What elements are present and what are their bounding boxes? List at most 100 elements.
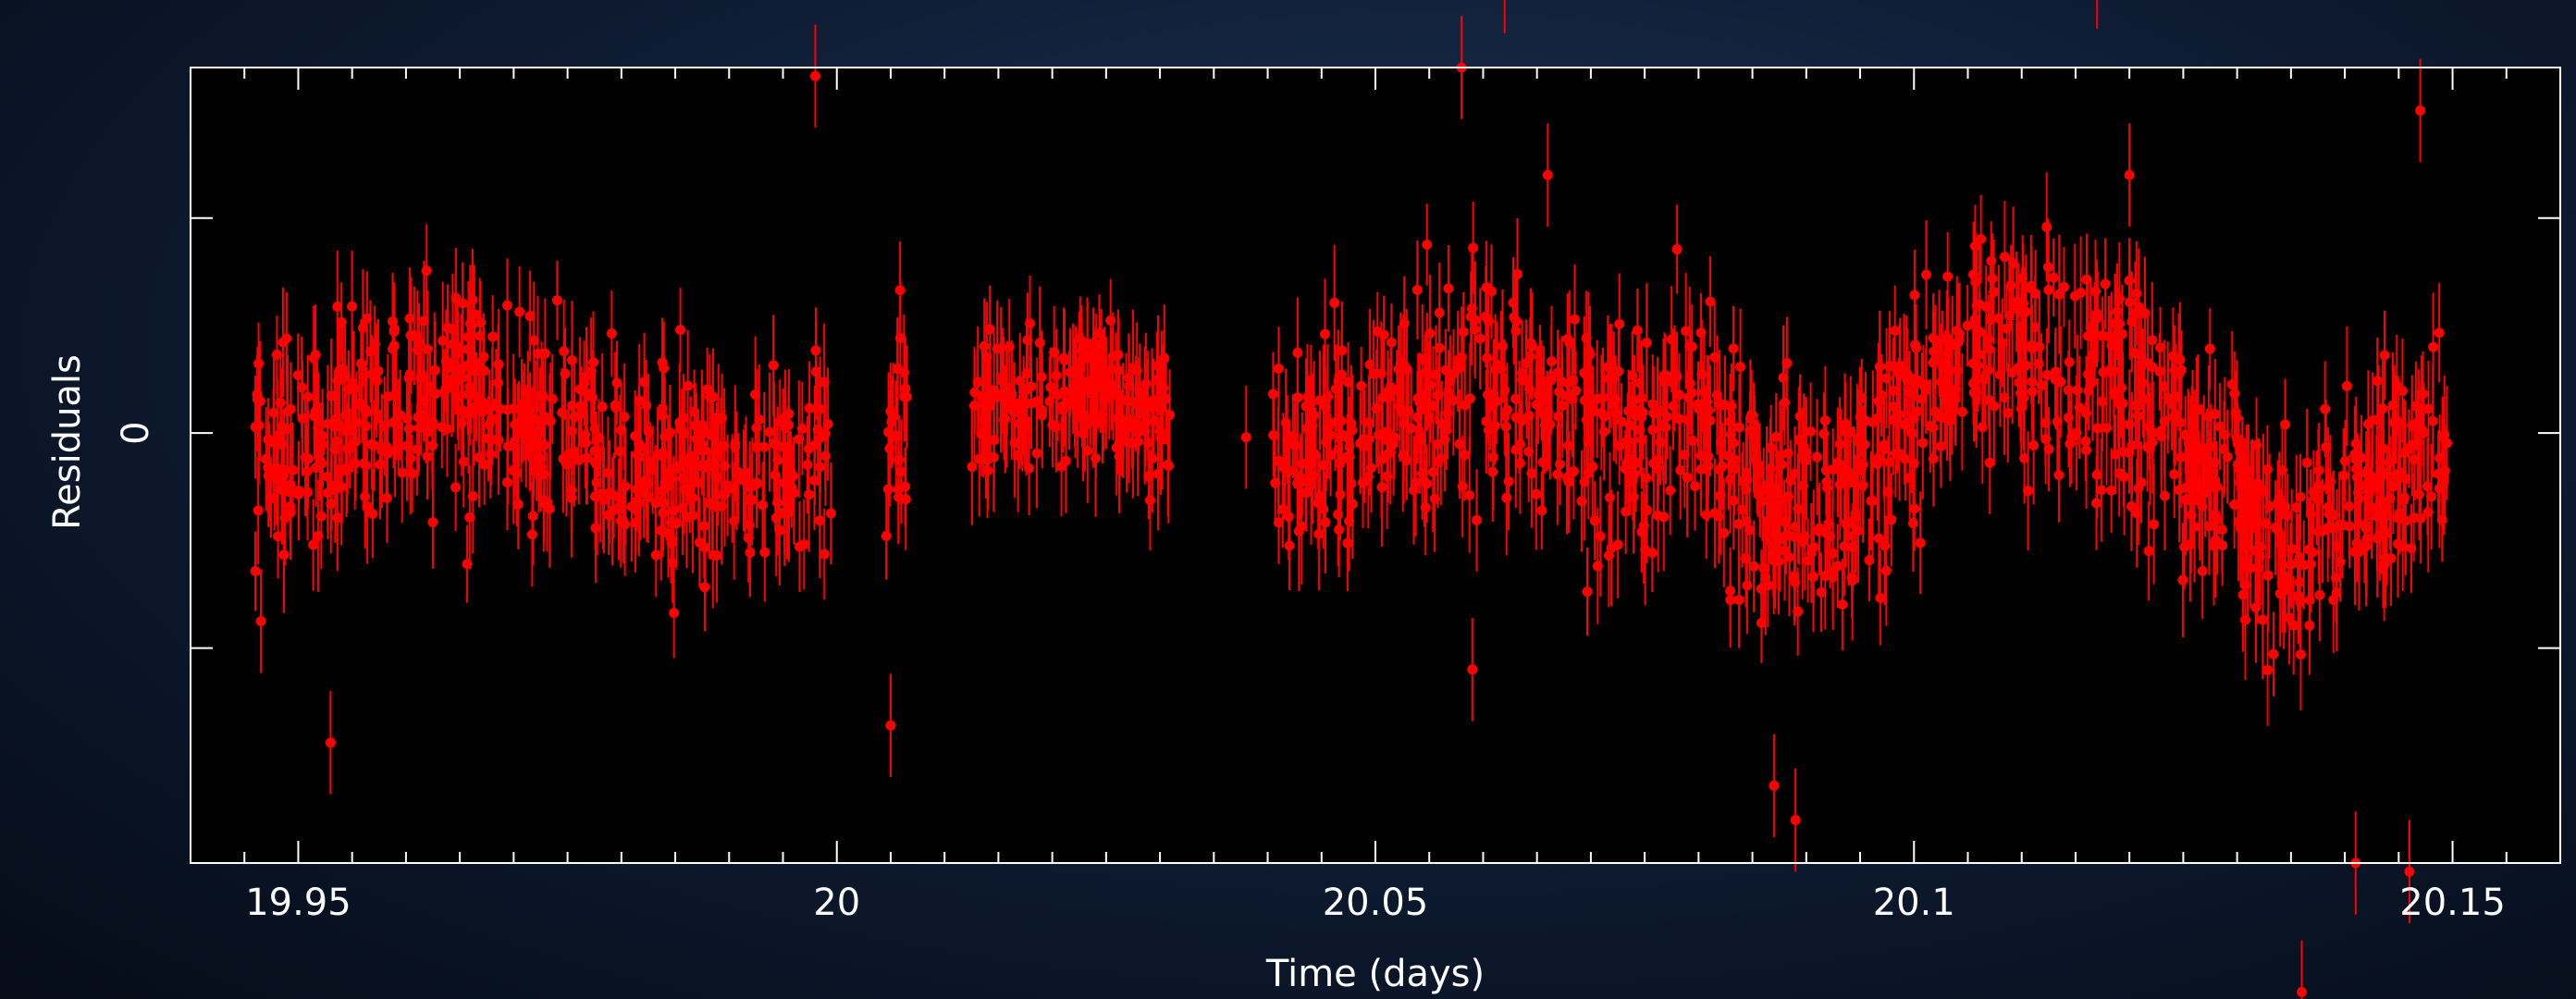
data-point	[663, 424, 674, 544]
data-point	[361, 407, 372, 524]
data-point	[566, 301, 577, 420]
data-marker	[326, 390, 337, 401]
data-point	[1816, 552, 1827, 633]
data-marker	[2114, 318, 2125, 329]
data-point	[1569, 264, 1580, 375]
data-point	[401, 390, 413, 501]
data-marker	[1563, 476, 1574, 487]
data-point	[526, 482, 537, 587]
data-marker	[261, 453, 272, 464]
data-marker	[2441, 438, 2452, 449]
data-marker	[347, 301, 358, 312]
data-marker	[1571, 385, 1582, 396]
data-marker	[361, 460, 372, 471]
data-marker	[881, 530, 892, 541]
data-marker	[708, 391, 719, 402]
data-point	[557, 367, 568, 457]
data-point	[1456, 306, 1467, 409]
data-point	[980, 413, 992, 500]
data-marker	[1140, 378, 1152, 389]
data-marker	[1503, 475, 1514, 487]
data-marker	[1152, 360, 1164, 371]
data-marker	[1811, 451, 1822, 462]
data-marker	[273, 531, 284, 542]
data-point	[798, 499, 809, 590]
data-marker	[535, 416, 546, 427]
data-marker	[1681, 326, 1692, 337]
data-marker	[2229, 500, 2240, 511]
data-point	[815, 356, 826, 462]
data-point	[535, 366, 546, 478]
data-marker	[2270, 522, 2281, 533]
data-marker	[1031, 448, 1042, 459]
data-marker	[581, 438, 592, 449]
data-marker	[1671, 244, 1682, 255]
data-marker	[373, 365, 384, 376]
data-point	[1531, 346, 1542, 463]
data-marker	[401, 440, 413, 451]
data-point	[635, 437, 647, 540]
data-marker	[1433, 389, 1444, 401]
data-point	[512, 419, 523, 527]
data-point	[1567, 340, 1578, 458]
data-marker	[802, 459, 813, 470]
data-point	[373, 318, 384, 424]
data-point	[1725, 551, 1736, 648]
data-point	[2155, 306, 2166, 388]
data-point	[2257, 560, 2268, 680]
data-marker	[1355, 438, 1366, 449]
data-marker	[1333, 509, 1344, 520]
data-marker	[545, 415, 556, 426]
data-marker	[1984, 457, 1995, 468]
data-point	[1993, 265, 2004, 373]
data-marker	[403, 423, 414, 434]
data-marker	[1034, 338, 1045, 349]
data-marker	[2214, 421, 2225, 432]
data-marker	[343, 384, 354, 395]
data-point	[771, 450, 783, 556]
data-marker	[329, 485, 340, 496]
data-point	[1077, 315, 1088, 404]
data-marker	[357, 323, 368, 334]
data-marker	[1156, 434, 1167, 445]
data-point	[804, 437, 815, 552]
data-marker	[315, 511, 327, 522]
data-marker	[719, 461, 730, 472]
data-marker	[711, 549, 722, 561]
data-marker	[2204, 343, 2215, 354]
data-marker	[566, 485, 577, 496]
data-marker	[1755, 467, 1766, 478]
data-marker	[2053, 289, 2064, 300]
data-point	[1496, 311, 1507, 426]
data-marker	[2301, 457, 2312, 468]
data-point	[1571, 351, 1582, 430]
data-point	[1612, 490, 1623, 598]
data-marker	[533, 462, 544, 473]
data-marker	[1581, 333, 1592, 344]
data-marker	[302, 453, 314, 464]
data-marker	[1695, 327, 1707, 339]
data-point	[626, 450, 637, 562]
data-marker	[771, 497, 783, 508]
data-point	[1536, 471, 1547, 550]
data-marker	[1840, 418, 1851, 429]
data-marker	[1909, 290, 1920, 301]
data-point	[699, 542, 710, 632]
data-marker	[1638, 520, 1649, 531]
data-point	[1616, 383, 1627, 462]
data-marker	[613, 502, 624, 513]
data-point	[1875, 550, 1886, 646]
data-marker	[1018, 401, 1029, 412]
data-marker	[1427, 466, 1438, 477]
data-marker	[1553, 411, 1564, 422]
data-marker	[575, 401, 586, 412]
data-point	[533, 420, 544, 513]
data-marker	[984, 324, 995, 335]
data-marker	[551, 295, 562, 306]
data-point	[697, 411, 709, 491]
data-marker	[1880, 565, 1892, 576]
data-marker	[250, 566, 261, 577]
data-point	[356, 364, 367, 443]
data-point	[292, 333, 303, 417]
data-marker	[2052, 416, 2063, 427]
